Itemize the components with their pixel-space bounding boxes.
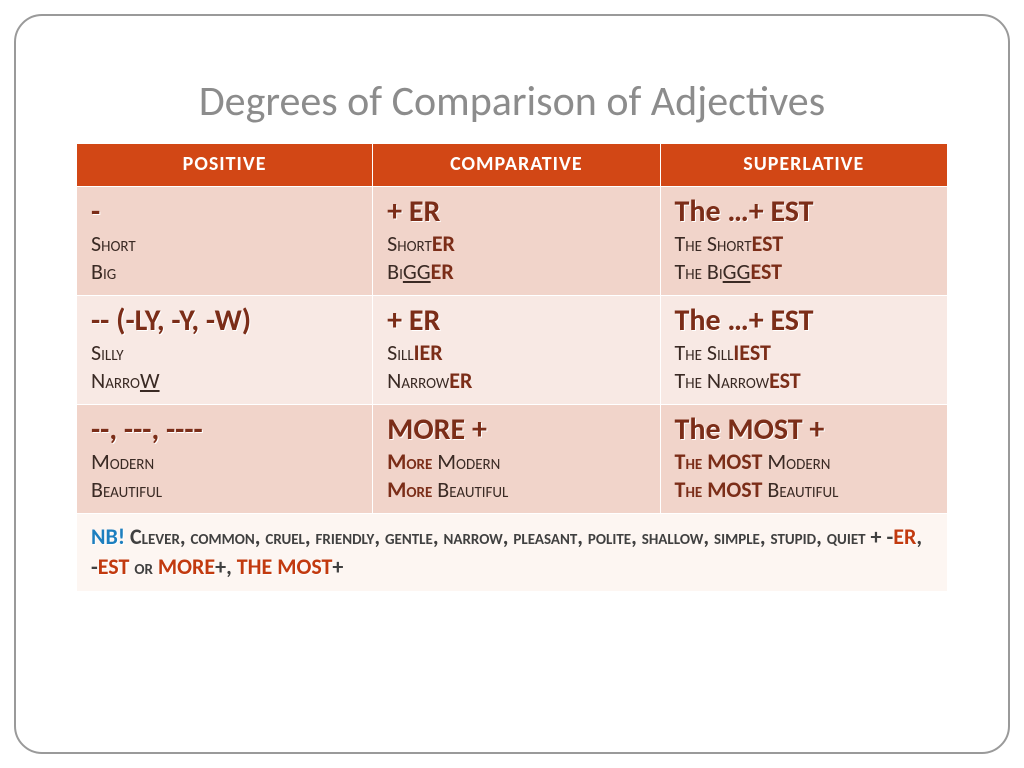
rule-text: - (91, 195, 358, 228)
example-text: The MOST Beautiful (675, 476, 933, 504)
example-text: The BiGGEST (675, 258, 933, 286)
example-text: ShortER (387, 230, 645, 258)
rule-text: + ER (387, 195, 645, 228)
table-row: - Short Big + ER ShortER BiGGER The …+ E… (77, 187, 948, 296)
example-text: NarrowER (387, 367, 645, 395)
rule-text: The MOST + (675, 413, 933, 446)
rule-text: The …+ EST (675, 195, 933, 228)
rule-text: The …+ EST (675, 304, 933, 337)
example-text: Modern (91, 448, 358, 476)
table-header-row: POSITIVE COMPARATIVE SUPERLATIVE (77, 144, 948, 187)
example-text: Big (91, 258, 358, 286)
example-text: SillIER (387, 339, 645, 367)
note-text: NB! Clever, common, cruel, friendly, gen… (91, 522, 933, 581)
example-text: The ShortEST (675, 230, 933, 258)
example-text: BiGGER (387, 258, 645, 286)
rule-text: --, ---, ---- (91, 413, 358, 446)
col-superlative: SUPERLATIVE (660, 144, 947, 187)
example-text: More Beautiful (387, 476, 645, 504)
example-text: The NarrowEST (675, 367, 933, 395)
comparison-table: POSITIVE COMPARATIVE SUPERLATIVE - Short… (76, 143, 948, 592)
example-text: More Modern (387, 448, 645, 476)
rule-text: + ER (387, 304, 645, 337)
rule-text: MORE + (387, 413, 645, 446)
col-comparative: COMPARATIVE (373, 144, 660, 187)
page-title: Degrees of Comparison of Adjectives (76, 76, 948, 127)
example-text: Silly (91, 339, 358, 367)
col-positive: POSITIVE (77, 144, 373, 187)
rule-text: -- (-LY, -Y, -W) (91, 304, 358, 337)
example-text: Short (91, 230, 358, 258)
note-row: NB! Clever, common, cruel, friendly, gen… (77, 514, 948, 592)
example-text: NarroW (91, 367, 358, 395)
table-row: -- (-LY, -Y, -W) Silly NarroW + ER SillI… (77, 296, 948, 405)
example-text: The SillIEST (675, 339, 933, 367)
table-row: --, ---, ---- Modern Beautiful MORE + Mo… (77, 405, 948, 514)
example-text: The MOST Modern (675, 448, 933, 476)
example-text: Beautiful (91, 476, 358, 504)
